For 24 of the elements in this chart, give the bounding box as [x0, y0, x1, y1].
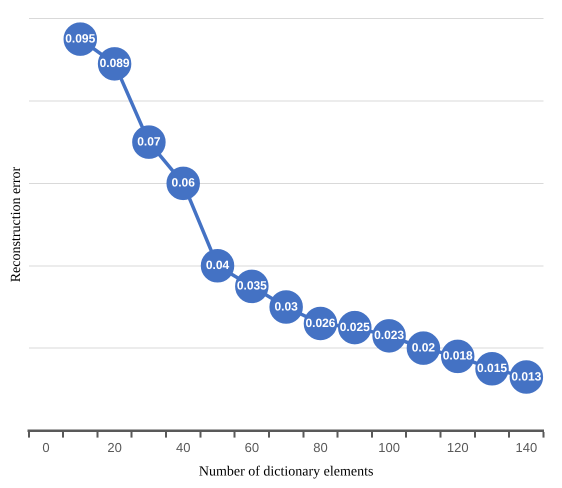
data-label: 0.015 [477, 361, 508, 376]
data-label: 0.018 [442, 348, 474, 363]
x-tick-label: 140 [515, 440, 538, 455]
x-tick-label: 100 [378, 440, 400, 455]
x-axis-title: Number of dictionary elements [198, 464, 374, 480]
data-label: 0.06 [172, 176, 196, 190]
x-tick-label: 0 [42, 440, 50, 455]
data-label: 0.035 [236, 278, 268, 293]
data-label: 0.095 [65, 31, 96, 46]
data-label: 0.07 [137, 134, 161, 148]
data-label: 0.04 [206, 258, 230, 272]
x-tick-label: 20 [107, 440, 122, 455]
data-label: 0.025 [340, 320, 370, 334]
x-tick-label: 120 [446, 440, 469, 455]
y-axis-title: Reconstruction error [9, 166, 24, 282]
data-label: 0.089 [100, 56, 130, 70]
x-tick-label: 40 [176, 440, 190, 455]
data-label: 0.02 [412, 340, 436, 354]
data-label: 0.03 [274, 299, 298, 314]
x-tick-label: 60 [244, 440, 260, 455]
data-label: 0.013 [511, 369, 542, 384]
data-label: 0.026 [305, 316, 336, 330]
data-label: 0.023 [374, 328, 404, 342]
x-tick-label: 80 [313, 440, 328, 455]
